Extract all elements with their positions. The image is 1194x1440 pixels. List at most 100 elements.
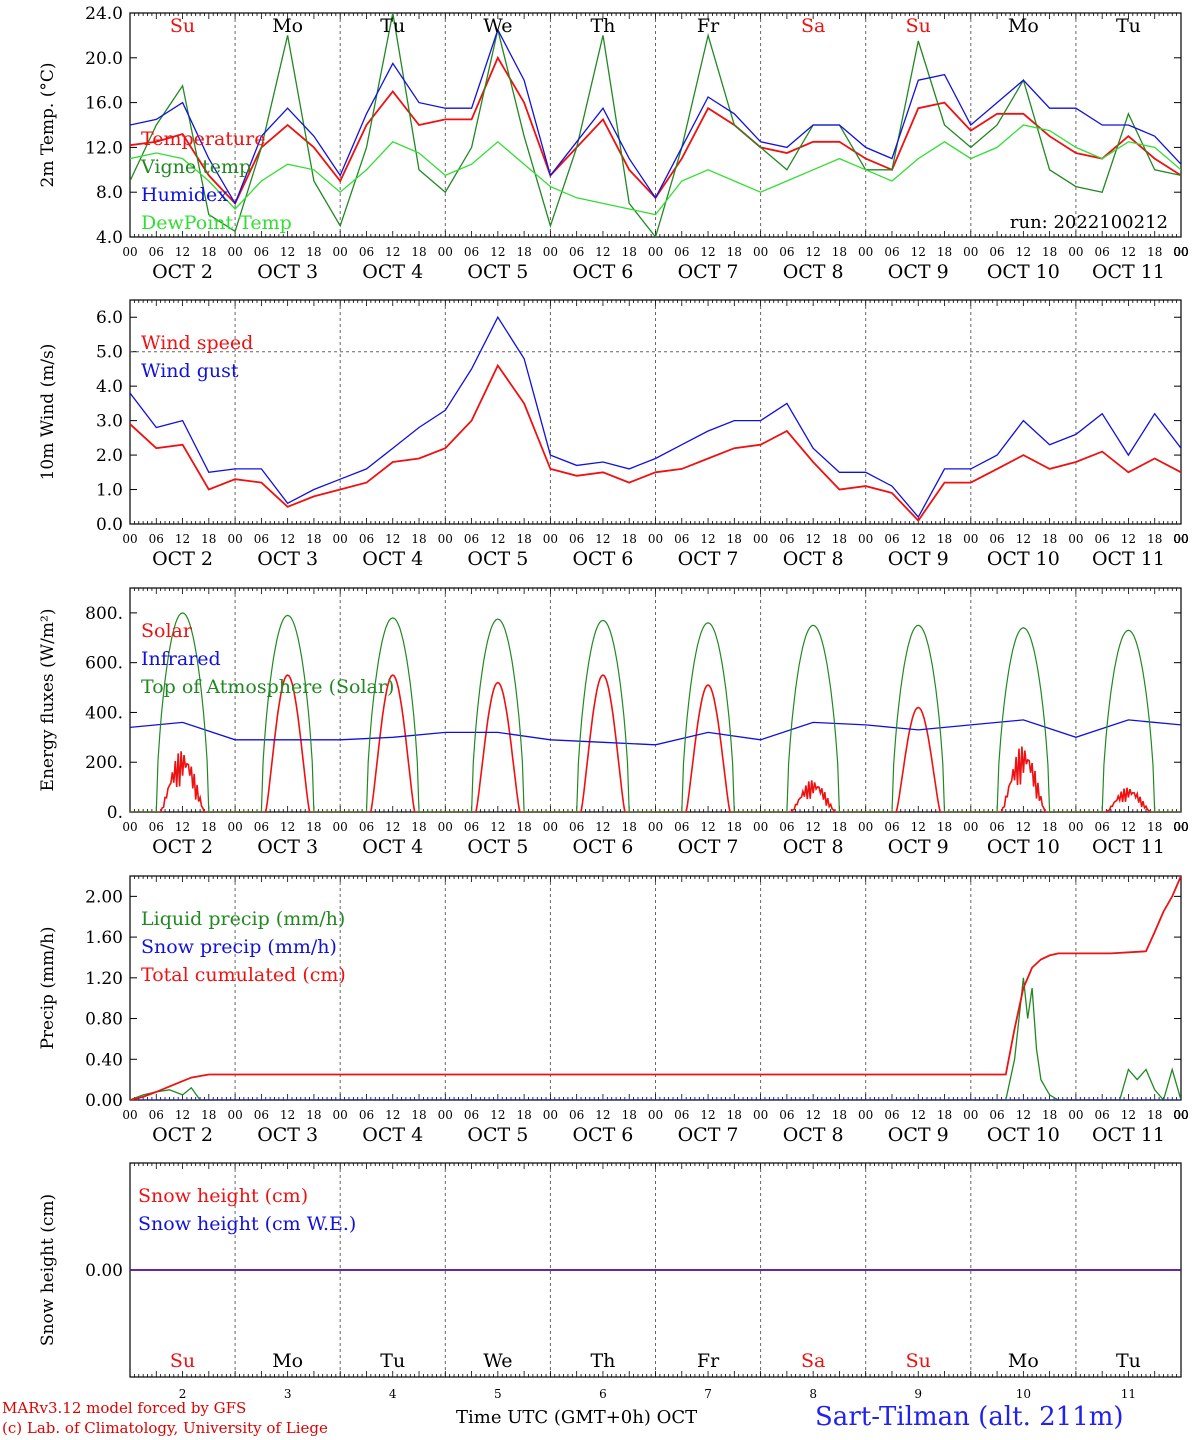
y-tick-label: 0.40 bbox=[85, 1050, 123, 1070]
hour-tick-label: 06 bbox=[989, 820, 1004, 834]
hour-tick-label: 18 bbox=[306, 1108, 321, 1122]
plot-frame bbox=[129, 587, 1182, 813]
hour-tick-label: 18 bbox=[1147, 245, 1162, 259]
date-label: OCT 4 bbox=[362, 1124, 423, 1146]
hour-tick-label: 00 bbox=[1173, 820, 1188, 834]
hour-tick-label: 12 bbox=[911, 820, 926, 834]
date-label: OCT 11 bbox=[1092, 1124, 1165, 1146]
date-label: OCT 6 bbox=[572, 836, 633, 858]
series-line-red bbox=[130, 876, 1181, 1100]
hour-tick-label: 00 bbox=[1173, 245, 1188, 259]
plot-frame bbox=[129, 299, 1182, 525]
hour-tick-label: 00 bbox=[753, 245, 768, 259]
hour-tick-label: 06 bbox=[464, 820, 479, 834]
panel-5: 0.00 Snow height (cm) Snow height (cm) Snow… bbox=[38, 1162, 1182, 1401]
hour-tick-label: 12 bbox=[1121, 1108, 1136, 1122]
y-tick-label: 400. bbox=[85, 703, 123, 723]
hour-tick-label: 12 bbox=[1016, 820, 1031, 834]
hour-tick-label: 06 bbox=[149, 1108, 164, 1122]
hour-tick-label: 00 bbox=[1173, 820, 1188, 834]
panel-1: 4.0 8.0 12.0 16.0 20.0 24.0 2m Temp. (°C) Tempe… bbox=[38, 4, 1189, 283]
hour-tick-label: 00 bbox=[1068, 820, 1083, 834]
hour-tick-label: 06 bbox=[674, 820, 689, 834]
hour-tick-label: 06 bbox=[1095, 1108, 1110, 1122]
date-label: OCT 3 bbox=[257, 836, 318, 858]
series-line-red bbox=[130, 363, 1181, 523]
legend-entry: DewPoint Temp bbox=[141, 212, 292, 234]
legend-entry: Top of Atmosphere (Solar) bbox=[141, 676, 394, 698]
station-name: Sart-Tilman (alt. 211m) bbox=[815, 1402, 1124, 1432]
panel-4: 0.00 0.40 0.80 1.20 1.60 2.00 Precip (mm/h) Liq… bbox=[38, 875, 1189, 1146]
date-label: OCT 8 bbox=[783, 1124, 844, 1146]
series-line-green bbox=[130, 977, 1181, 1100]
weekday-label: Tu bbox=[380, 1350, 405, 1372]
hour-tick-label: 12 bbox=[806, 1108, 821, 1122]
series-group bbox=[130, 13, 1181, 237]
hour-tick-label: 18 bbox=[1042, 820, 1057, 834]
hour-tick-label: 06 bbox=[779, 245, 794, 259]
hour-tick-label: 18 bbox=[201, 1108, 216, 1122]
hour-tick-label: 06 bbox=[674, 1108, 689, 1122]
hour-tick-label: 00 bbox=[1173, 245, 1188, 259]
weekday-label: Mo bbox=[272, 1350, 303, 1372]
hour-tick-label: 06 bbox=[989, 1108, 1004, 1122]
weekday-label: Tu bbox=[1116, 15, 1141, 37]
date-label: OCT 10 bbox=[987, 1124, 1060, 1146]
hour-tick-label: 06 bbox=[254, 532, 269, 546]
hour-tick-label: 00 bbox=[122, 245, 137, 259]
legend-entry: Vigne temp bbox=[140, 156, 251, 178]
hour-tick-label: 00 bbox=[1173, 1108, 1188, 1122]
y-axis-label: Energy fluxes (W/m²) bbox=[38, 609, 58, 792]
hour-tick-label: 12 bbox=[595, 1108, 610, 1122]
hour-tick-label: 00 bbox=[963, 532, 978, 546]
date-label: OCT 7 bbox=[678, 261, 739, 283]
hour-tick-label: 06 bbox=[674, 245, 689, 259]
y-tick-label: 3.0 bbox=[96, 412, 123, 432]
x-axis-title-unit: OCT bbox=[656, 1407, 698, 1428]
hour-tick-label: 06 bbox=[254, 820, 269, 834]
hour-tick-label: 00 bbox=[1173, 1108, 1188, 1122]
hour-tick-label: 00 bbox=[1068, 532, 1083, 546]
y-axis-label: Precip (mm/h) bbox=[38, 926, 58, 1049]
hour-tick-label: 06 bbox=[149, 820, 164, 834]
hour-tick-label: 00 bbox=[438, 245, 453, 259]
hour-tick-label: 00 bbox=[1068, 245, 1083, 259]
hour-tick-label: 00 bbox=[1173, 532, 1188, 546]
hour-tick-label: 00 bbox=[1173, 1108, 1188, 1122]
date-label: OCT 6 bbox=[572, 1124, 633, 1146]
hour-tick-label: 00 bbox=[227, 820, 242, 834]
hour-tick-label: 12 bbox=[1016, 532, 1031, 546]
hour-tick-label: 06 bbox=[989, 532, 1004, 546]
hour-tick-label: 18 bbox=[516, 1108, 531, 1122]
hour-tick-label: 18 bbox=[201, 820, 216, 834]
panel-3: 0. 200. 400. 600. 800. Energy fluxes (W/m²) So… bbox=[38, 587, 1189, 858]
y-tick-label: 800. bbox=[85, 604, 123, 624]
hour-tick-label: 00 bbox=[333, 820, 348, 834]
hour-tick-label: 18 bbox=[832, 532, 847, 546]
day-number-label: 2 bbox=[179, 1387, 187, 1401]
hour-tick-label: 06 bbox=[254, 1108, 269, 1122]
hour-tick-label: 00 bbox=[438, 1108, 453, 1122]
y-tick-label: 1.0 bbox=[96, 481, 123, 501]
hour-tick-label: 00 bbox=[1173, 1108, 1188, 1122]
date-label: OCT 4 bbox=[362, 548, 423, 570]
series-group bbox=[130, 876, 1181, 1100]
hour-tick-label: 00 bbox=[1173, 245, 1188, 259]
hour-tick-label: 06 bbox=[779, 532, 794, 546]
lab-credit: (c) Lab. of Climatology, University of L… bbox=[2, 1419, 328, 1437]
weekday-label: We bbox=[483, 1350, 512, 1372]
date-label: OCT 10 bbox=[987, 261, 1060, 283]
weekday-label: Su bbox=[170, 1350, 195, 1372]
hour-tick-label: 00 bbox=[1173, 532, 1188, 546]
date-label: OCT 7 bbox=[678, 548, 739, 570]
hour-tick-label: 06 bbox=[884, 820, 899, 834]
hour-tick-label: 12 bbox=[385, 532, 400, 546]
y-tick-label: 2.0 bbox=[96, 446, 123, 466]
hour-tick-label: 12 bbox=[490, 820, 505, 834]
hour-tick-label: 00 bbox=[858, 1108, 873, 1122]
hour-tick-label: 00 bbox=[648, 1108, 663, 1122]
hour-tick-label: 12 bbox=[175, 820, 190, 834]
hour-tick-label: 12 bbox=[806, 820, 821, 834]
legend-entry: Humidex bbox=[141, 184, 228, 206]
hour-tick-label: 00 bbox=[858, 820, 873, 834]
